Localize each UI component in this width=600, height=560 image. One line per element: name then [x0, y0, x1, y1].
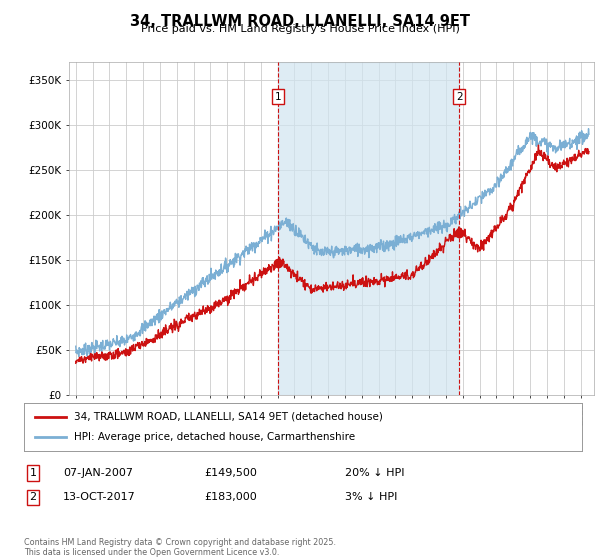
Text: 2: 2: [29, 492, 37, 502]
Text: 13-OCT-2017: 13-OCT-2017: [63, 492, 136, 502]
Text: HPI: Average price, detached house, Carmarthenshire: HPI: Average price, detached house, Carm…: [74, 432, 355, 442]
Text: Price paid vs. HM Land Registry's House Price Index (HPI): Price paid vs. HM Land Registry's House …: [140, 24, 460, 34]
Text: 1: 1: [29, 468, 37, 478]
Text: Contains HM Land Registry data © Crown copyright and database right 2025.
This d: Contains HM Land Registry data © Crown c…: [24, 538, 336, 557]
Text: 34, TRALLWM ROAD, LLANELLI, SA14 9ET: 34, TRALLWM ROAD, LLANELLI, SA14 9ET: [130, 14, 470, 29]
Text: 2: 2: [456, 92, 463, 101]
Text: 34, TRALLWM ROAD, LLANELLI, SA14 9ET (detached house): 34, TRALLWM ROAD, LLANELLI, SA14 9ET (de…: [74, 412, 383, 422]
Text: £149,500: £149,500: [204, 468, 257, 478]
Text: 20% ↓ HPI: 20% ↓ HPI: [345, 468, 404, 478]
Text: 3% ↓ HPI: 3% ↓ HPI: [345, 492, 397, 502]
Bar: [278, 62, 459, 395]
Text: 07-JAN-2007: 07-JAN-2007: [63, 468, 133, 478]
Text: £183,000: £183,000: [204, 492, 257, 502]
Text: 1: 1: [275, 92, 281, 101]
